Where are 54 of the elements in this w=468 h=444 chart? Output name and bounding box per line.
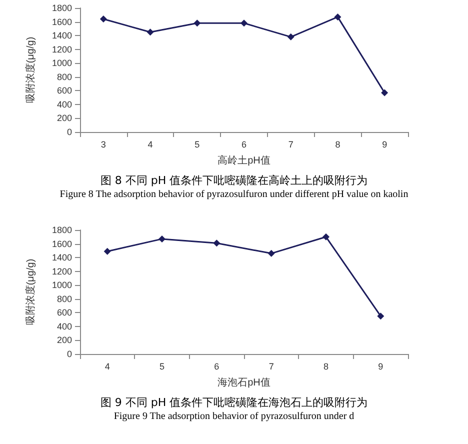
point (334, 13, 342, 20)
y-tick-label: 1800 (52, 225, 72, 235)
x-tick-label: 6 (214, 362, 220, 372)
text: 图 8 不同 pH 值条件下吡嘧磺隆在高岭土上的吸附行为 (99, 174, 369, 188)
y-tick-label: 1400 (52, 30, 72, 41)
point (194, 20, 201, 27)
y-axis-title: 吸附浓度(μg/g) (24, 258, 36, 326)
text: 图 9 不同 pH 值条件下吡嘧磺隆在海泡石上的吸附行为 (99, 396, 369, 410)
y-tick-label: 0 (66, 349, 72, 359)
point (104, 248, 111, 255)
point (268, 250, 275, 257)
y-tick-label: 1600 (52, 238, 72, 249)
point (240, 20, 248, 27)
y-tick-label: 200 (56, 113, 72, 124)
x-tick-label: 3 (100, 140, 106, 150)
x-tick-label: 8 (335, 140, 340, 150)
x-tick-label: 7 (268, 362, 274, 372)
y-tick-label: 1800 (52, 3, 72, 13)
x-axis-title: 海泡石pH值 (218, 376, 270, 388)
y-tick-label: 800 (56, 294, 72, 304)
x-tick-label: 5 (194, 140, 200, 150)
y-tick-label: 400 (56, 99, 72, 110)
y-tick-label: 600 (56, 86, 72, 96)
point (146, 28, 154, 36)
y-tick-label: 400 (56, 321, 72, 332)
point (322, 233, 330, 240)
x-tick-label: 5 (159, 362, 165, 372)
point (377, 312, 384, 320)
y-tick-label: 200 (56, 335, 72, 346)
y-tick-label: 1600 (52, 16, 72, 27)
caption: Figure 9 The adsorption behavior of pyrazosulfuron under d (112, 410, 356, 423)
caption: Figure 8 The adsorption behavior of pyrazosulfuron under different pH value on kaolin (58, 188, 410, 201)
x-tick-label: 8 (323, 362, 329, 372)
y-tick-label: 600 (56, 308, 72, 318)
y-tick-label: 0 (66, 127, 72, 137)
y-tick-label: 1200 (52, 266, 72, 276)
point (213, 240, 220, 247)
y-tick-label: 800 (56, 72, 72, 82)
x-tick-label: 4 (104, 362, 110, 372)
x-tick-label: 7 (288, 140, 294, 150)
x-tick-label: 6 (241, 140, 247, 150)
x-tick-label: 4 (148, 140, 153, 150)
y-tick-label: 1400 (52, 252, 72, 263)
point (381, 89, 388, 96)
y-tick-label: 1200 (52, 44, 72, 54)
y-tick-label: 1000 (52, 280, 72, 290)
x-axis-title: 高岭土pH值 (218, 154, 270, 166)
x-tick-label: 9 (382, 140, 388, 150)
x-tick-label: 9 (378, 362, 384, 372)
y-axis-title: 吸附浓度(μg/g) (24, 36, 36, 104)
point (100, 16, 107, 23)
y-tick-label: 1000 (52, 58, 72, 68)
point (158, 235, 166, 242)
point (287, 33, 294, 40)
